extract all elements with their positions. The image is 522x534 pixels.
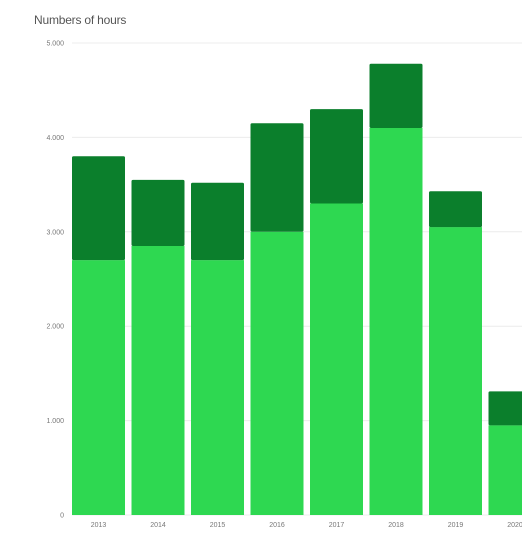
bar-2020-segment-2[interactable] <box>488 391 522 426</box>
x-tick-label-2020: 2020 <box>507 522 522 529</box>
y-tick-label: 2.000 <box>46 324 64 331</box>
chart-title: Numbers of hours <box>34 13 127 27</box>
x-tick-label-2017: 2017 <box>329 522 345 529</box>
x-tick-label-2019: 2019 <box>448 522 464 529</box>
bar-2018-segment-2[interactable] <box>369 63 423 128</box>
bar-2016-segment-2[interactable] <box>250 123 304 232</box>
bar-2014-segment-2[interactable] <box>131 179 185 246</box>
bars <box>72 63 522 516</box>
x-axis-ticks: 2013 2014 2015 2016 2017 2018 2019 2020 <box>91 522 522 529</box>
y-tick-label: 3.000 <box>46 229 64 236</box>
bar-2016-segment-1[interactable] <box>250 231 304 516</box>
x-tick-label-2016: 2016 <box>269 522 285 529</box>
x-tick-label-2013: 2013 <box>91 522 107 529</box>
bar-2015-segment-2[interactable] <box>191 182 244 261</box>
y-tick-label: 5.000 <box>46 41 64 48</box>
bar-2013-segment-2[interactable] <box>72 156 125 261</box>
bar-2017-segment-2[interactable] <box>310 109 363 204</box>
bar-2018-segment-1[interactable] <box>369 127 423 516</box>
y-axis-ticks: 0 1.000 2.000 3.000 4.000 5.000 <box>46 41 64 520</box>
bar-2017-segment-1[interactable] <box>310 203 363 516</box>
x-tick-label-2015: 2015 <box>210 522 226 529</box>
x-tick-label-2018: 2018 <box>388 522 404 529</box>
y-tick-label: 0 <box>60 513 64 520</box>
bar-2020-segment-1[interactable] <box>488 425 522 515</box>
y-tick-label: 1.000 <box>46 418 64 425</box>
bar-2019-segment-1[interactable] <box>429 227 482 515</box>
bar-2014-segment-1[interactable] <box>131 245 185 515</box>
x-tick-label-2014: 2014 <box>150 522 166 529</box>
bar-2015-segment-1[interactable] <box>191 260 244 515</box>
y-tick-label: 4.000 <box>46 135 64 142</box>
bar-2019-segment-2[interactable] <box>429 191 482 228</box>
bar-2013-segment-1[interactable] <box>72 260 125 515</box>
